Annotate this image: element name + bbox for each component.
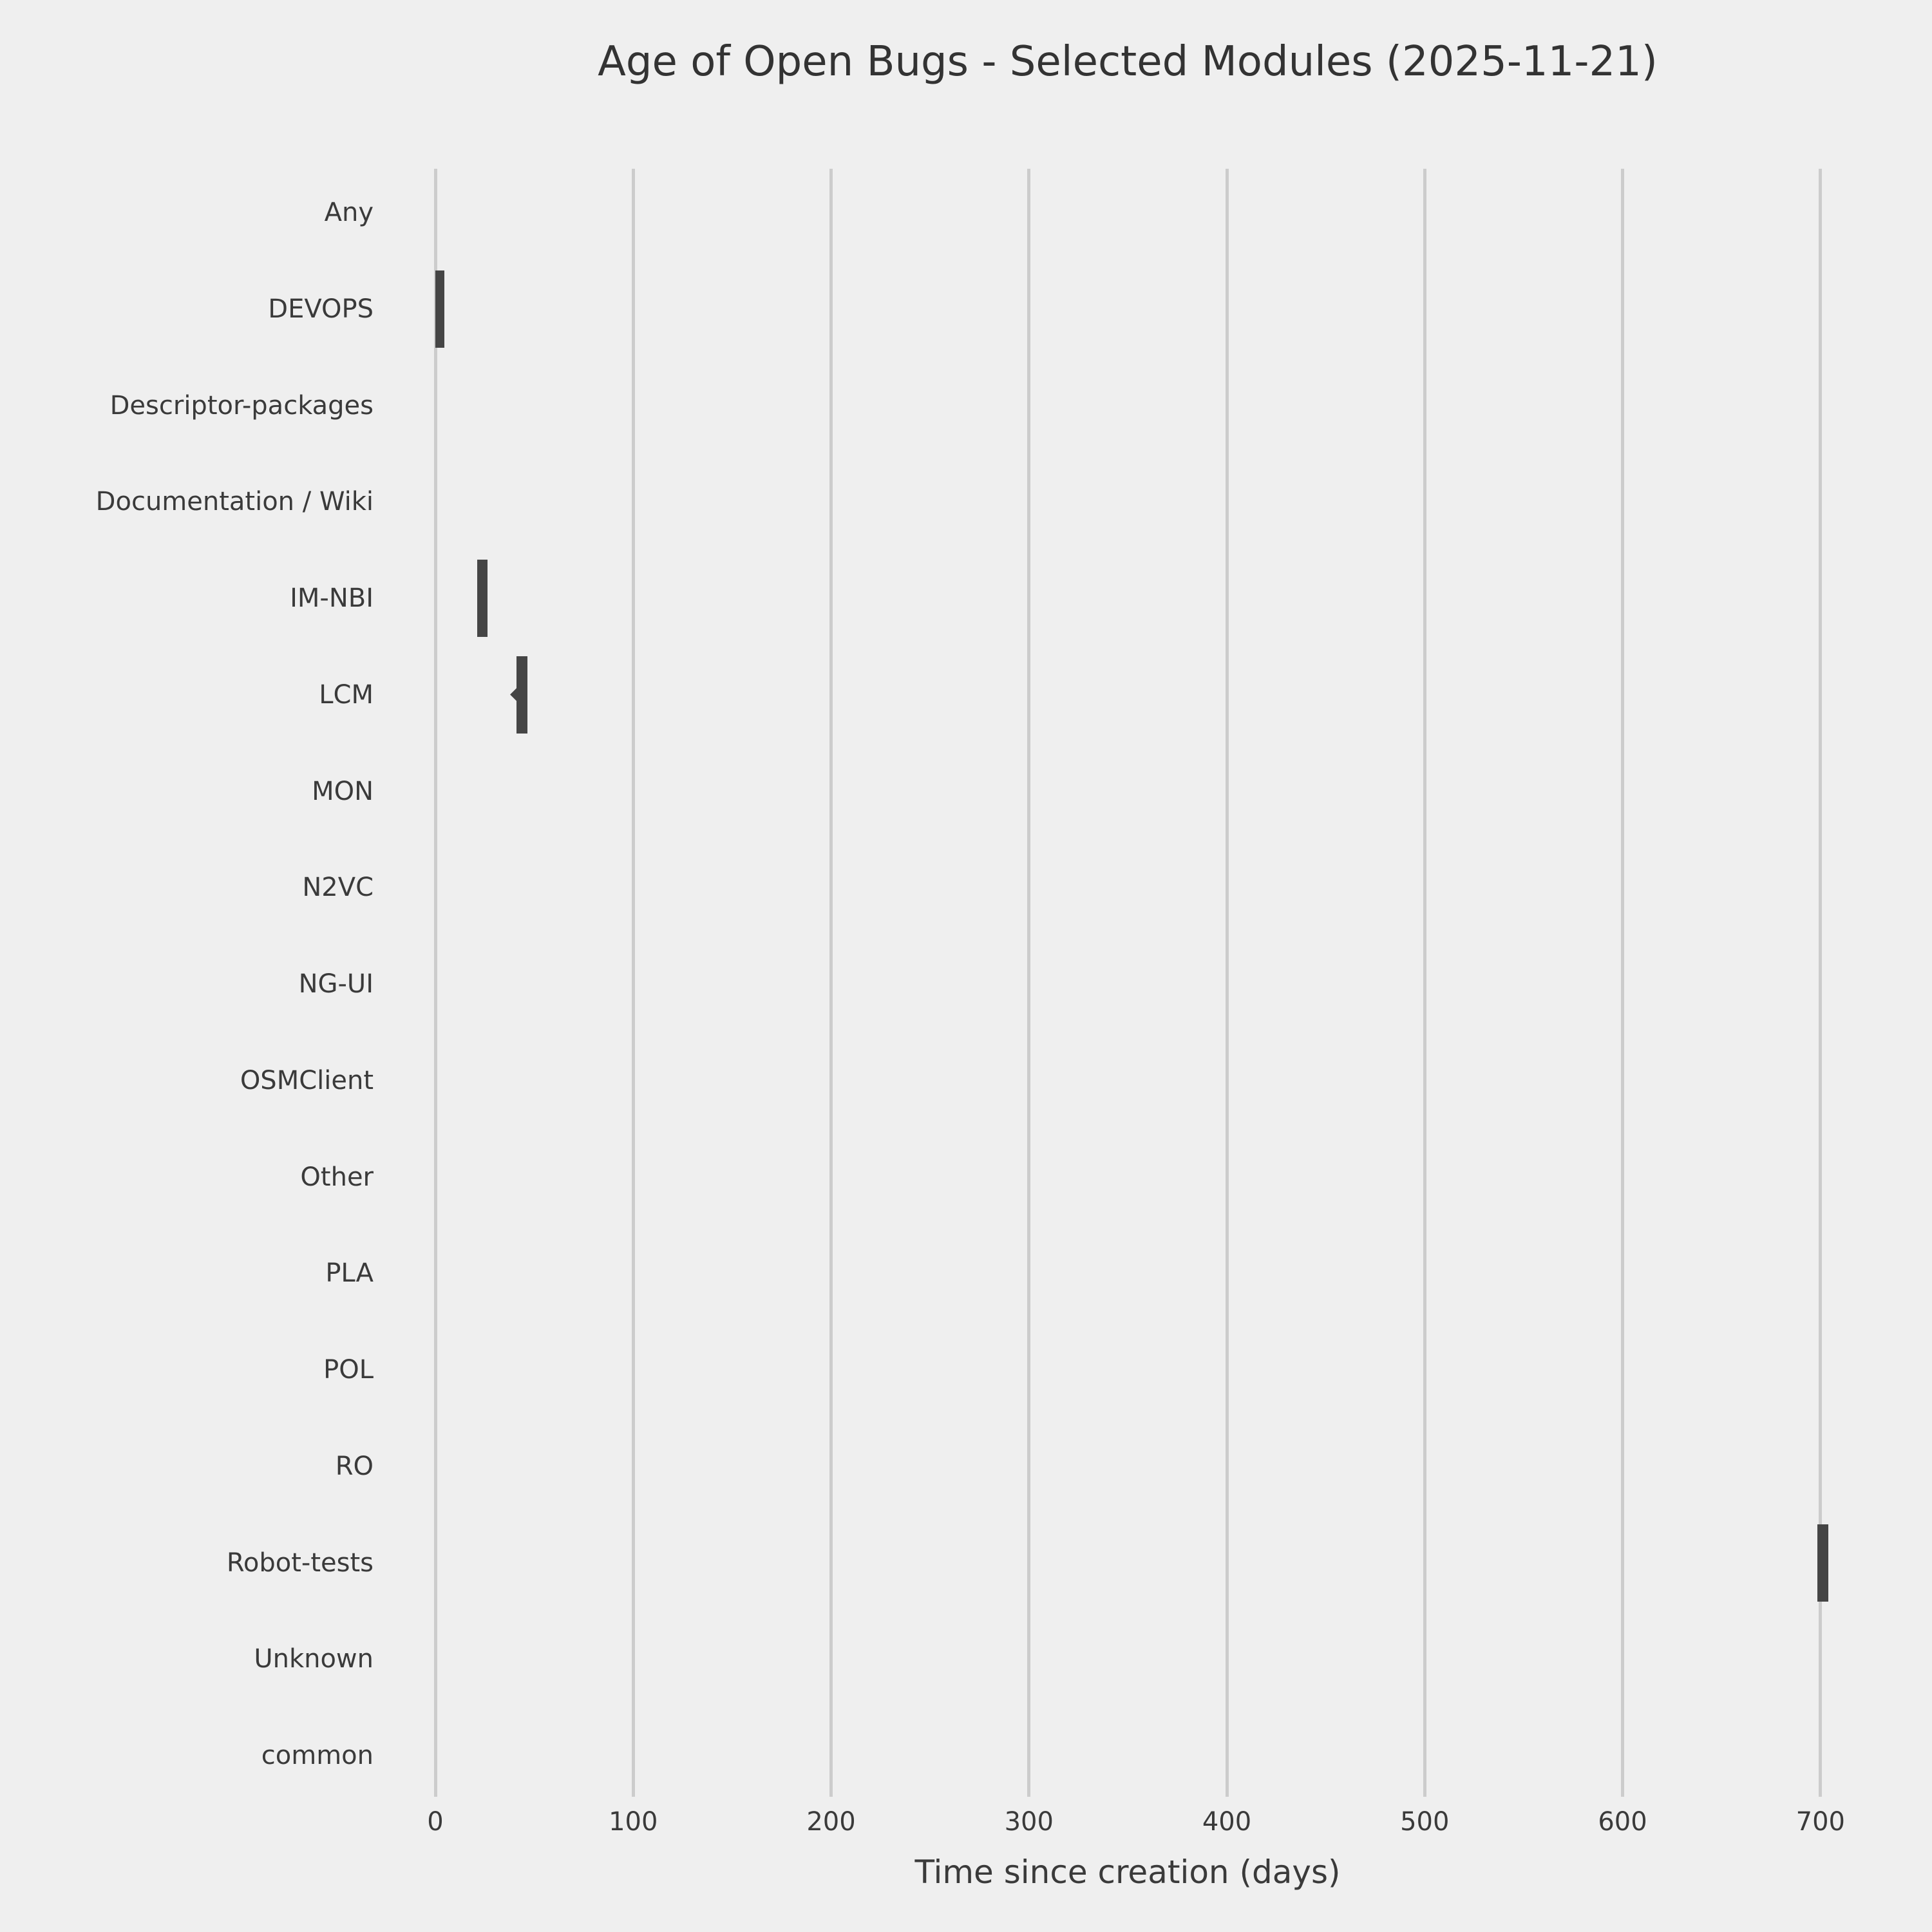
y-tick-label: N2VC — [302, 873, 374, 903]
x-gridline — [1621, 169, 1625, 1797]
y-tick-label: RO — [335, 1451, 374, 1481]
x-tick-label: 600 — [1598, 1807, 1647, 1837]
y-tick-label: Documentation / Wiki — [95, 487, 374, 517]
y-tick-label: Unknown — [254, 1644, 374, 1674]
y-tick-label: Any — [324, 198, 374, 227]
x-tick-label: 0 — [427, 1807, 444, 1837]
x-tick-label: 300 — [1004, 1807, 1054, 1837]
y-tick-label: OSMClient — [240, 1065, 374, 1095]
y-tick-label: Robot-tests — [226, 1548, 374, 1578]
x-gridline — [1819, 169, 1823, 1797]
x-tick-label: 500 — [1400, 1807, 1450, 1837]
y-tick-label: IM-NBI — [290, 583, 374, 613]
y-tick-label: MON — [312, 776, 374, 806]
y-tick-label: POL — [323, 1355, 374, 1385]
y-tick-label: common — [261, 1741, 374, 1770]
x-tick-label: 700 — [1795, 1807, 1845, 1837]
x-gridline — [829, 169, 833, 1797]
boxplot-box-im-nbi — [477, 560, 488, 637]
x-gridline — [631, 169, 635, 1797]
boxplot-box-robot-tests — [1817, 1524, 1829, 1602]
x-gridline — [1027, 169, 1031, 1797]
y-tick-label: Descriptor-packages — [109, 390, 374, 421]
boxplot-box-devops — [435, 270, 444, 348]
x-axis-label: Time since creation (days) — [914, 1853, 1341, 1891]
chart-title: Age of Open Bugs - Selected Modules (202… — [598, 38, 1658, 86]
x-gridline — [433, 169, 437, 1797]
y-tick-label: DEVOPS — [268, 294, 374, 324]
x-tick-label: 200 — [806, 1807, 856, 1837]
x-gridline — [1423, 169, 1426, 1797]
y-tick-label: NG-UI — [298, 969, 374, 999]
y-tick-label: PLA — [325, 1258, 374, 1289]
x-tick-label: 400 — [1202, 1807, 1252, 1837]
x-tick-label: 100 — [609, 1807, 658, 1837]
y-tick-label: LCM — [319, 679, 374, 710]
x-gridline — [1225, 169, 1229, 1797]
y-tick-label: Other — [300, 1162, 374, 1192]
